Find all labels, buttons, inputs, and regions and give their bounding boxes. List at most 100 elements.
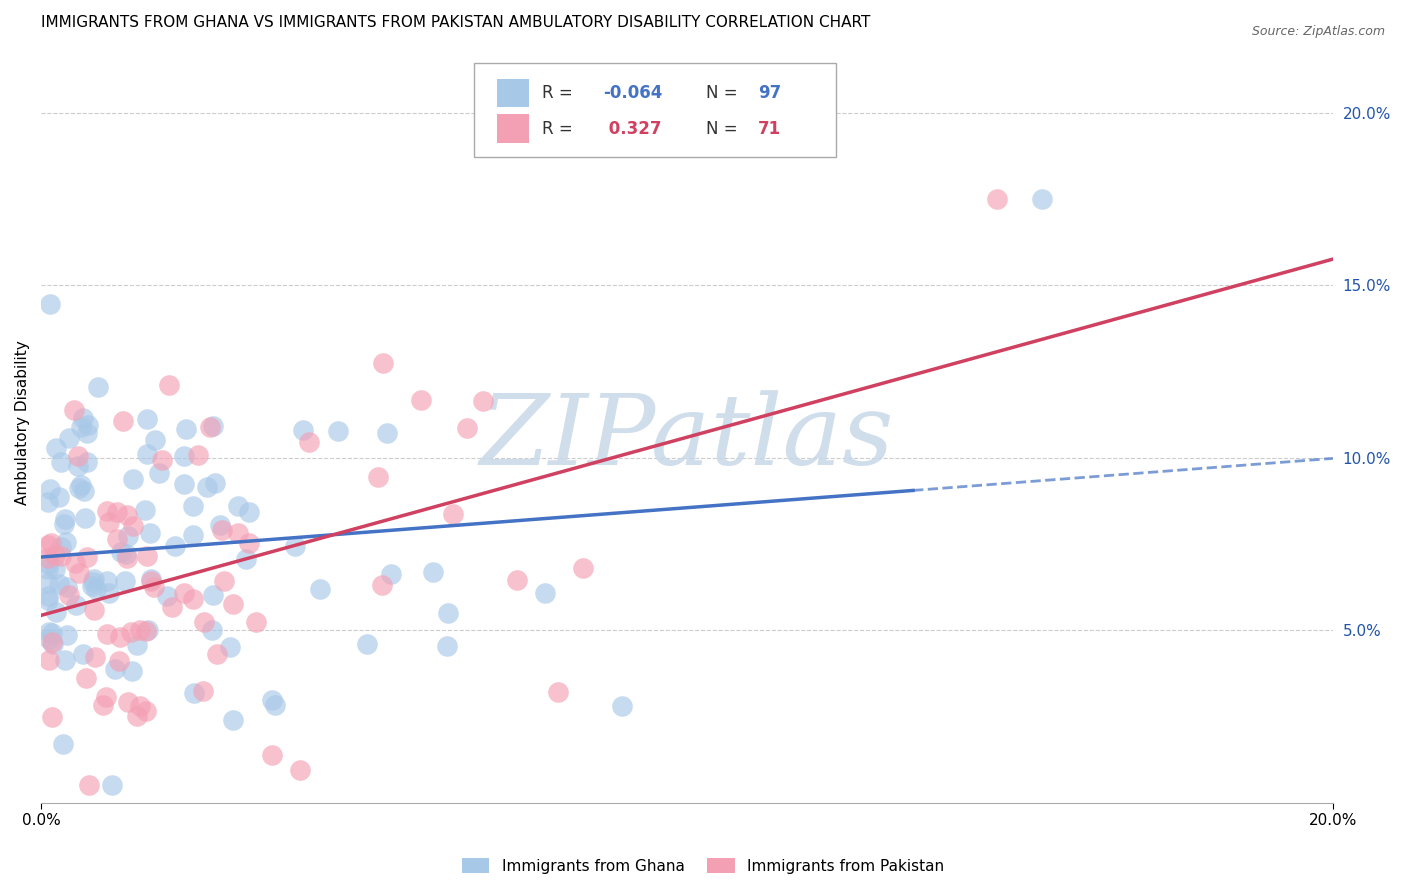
Point	[37, 589, 59, 603]
Point	[69, 481, 91, 495]
Point	[53, 512, 76, 526]
Point	[202, 588, 225, 602]
Point	[104, 663, 127, 677]
Point	[136, 411, 159, 425]
Point	[63, 556, 86, 570]
Point	[115, 508, 138, 522]
Point	[105, 505, 128, 519]
Point	[96, 503, 118, 517]
Point	[48, 490, 70, 504]
Point	[472, 393, 495, 408]
Point	[204, 476, 226, 491]
Point	[83, 650, 105, 665]
Point	[129, 699, 152, 714]
Point	[143, 580, 166, 594]
Point	[183, 686, 205, 700]
Point	[98, 515, 121, 529]
Point	[367, 470, 389, 484]
Point	[212, 574, 235, 589]
Point	[67, 566, 90, 580]
Point	[612, 698, 634, 713]
Point	[371, 578, 394, 592]
Point	[67, 449, 90, 463]
Point	[572, 561, 595, 575]
Point	[187, 448, 209, 462]
Point	[134, 503, 156, 517]
Point	[181, 528, 204, 542]
Point	[108, 630, 131, 644]
Text: N =: N =	[706, 120, 744, 137]
Point	[37, 550, 59, 565]
Point	[148, 466, 170, 480]
Point	[37, 575, 59, 590]
Legend: Immigrants from Ghana, Immigrants from Pakistan: Immigrants from Ghana, Immigrants from P…	[456, 852, 950, 880]
Point	[122, 472, 145, 486]
Point	[84, 582, 107, 597]
Point	[506, 573, 529, 587]
Point	[120, 624, 142, 639]
Point	[291, 423, 314, 437]
Text: -0.064: -0.064	[603, 84, 662, 102]
Point	[41, 635, 63, 649]
Point	[125, 709, 148, 723]
Point	[238, 536, 260, 550]
Point	[165, 539, 187, 553]
Text: N =: N =	[706, 84, 744, 102]
Point	[181, 591, 204, 606]
Point	[82, 575, 104, 590]
Point	[201, 623, 224, 637]
Point	[73, 510, 96, 524]
Point	[56, 628, 79, 642]
Point	[326, 424, 349, 438]
Point	[208, 517, 231, 532]
Point	[411, 393, 433, 408]
Point	[197, 480, 219, 494]
Point	[135, 704, 157, 718]
Point	[547, 685, 569, 699]
FancyBboxPatch shape	[474, 62, 835, 158]
Point	[42, 637, 65, 651]
Point	[55, 535, 77, 549]
Point	[176, 421, 198, 435]
Point	[38, 632, 60, 647]
Point	[200, 420, 222, 434]
Point	[228, 525, 250, 540]
Point	[73, 483, 96, 498]
Point	[56, 581, 79, 595]
Point	[48, 577, 70, 591]
Point	[45, 605, 67, 619]
Point	[79, 778, 101, 792]
Point	[986, 192, 1008, 206]
Text: R =: R =	[543, 84, 578, 102]
Point	[288, 763, 311, 777]
Point	[114, 574, 136, 588]
Point	[96, 627, 118, 641]
Text: 71: 71	[758, 120, 782, 137]
Point	[44, 561, 66, 575]
Text: R =: R =	[543, 120, 578, 137]
Point	[222, 598, 245, 612]
Point	[39, 296, 62, 310]
Point	[76, 418, 98, 433]
Point	[436, 639, 458, 653]
Text: ZIPatlas: ZIPatlas	[479, 391, 894, 486]
Point	[53, 517, 76, 532]
Point	[37, 562, 59, 576]
Point	[38, 653, 60, 667]
Point	[136, 446, 159, 460]
Point	[139, 572, 162, 586]
Point	[456, 421, 478, 435]
Point	[298, 435, 321, 450]
Point	[157, 377, 180, 392]
Point	[37, 592, 59, 607]
Point	[222, 713, 245, 727]
Point	[262, 693, 284, 707]
Point	[91, 698, 114, 712]
Point	[37, 558, 59, 572]
Point	[139, 574, 162, 588]
Point	[58, 588, 80, 602]
Point	[49, 455, 72, 469]
Point	[115, 547, 138, 561]
Point	[245, 615, 267, 630]
Point	[181, 499, 204, 513]
